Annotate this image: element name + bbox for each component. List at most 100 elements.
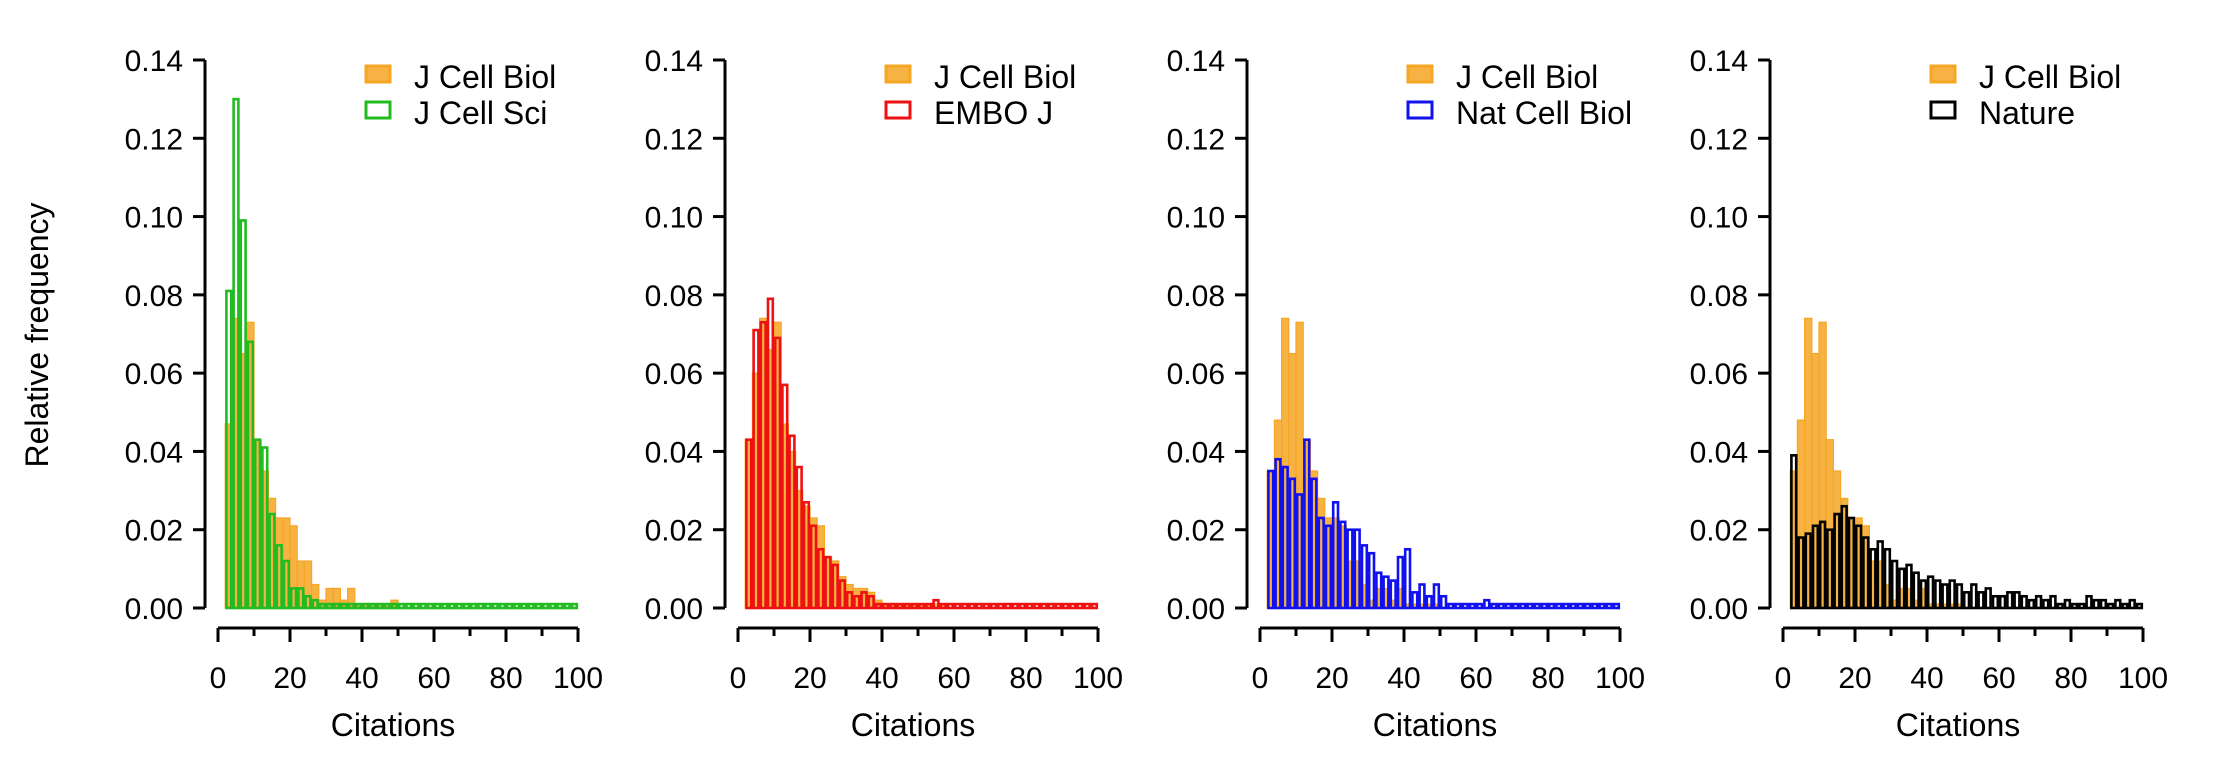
histogram-bar [1890,559,1899,610]
histogram-bar [361,602,370,610]
histogram-bar [1984,587,1992,610]
y-tick-label: 0.10 [1690,202,1748,235]
histogram-bar [1295,493,1304,610]
histogram-bar [225,289,233,610]
series-2-group [1790,454,2144,610]
legend-swatch [364,64,392,84]
histogram-bar [462,602,471,610]
y-tick-label: 0.12 [1167,123,1225,156]
histogram-bar [1847,516,1856,610]
y-tick-label: 0.06 [125,358,183,391]
histogram-bar [1840,504,1848,610]
histogram-bar [1447,602,1455,610]
histogram-bar [441,602,449,610]
histogram-bar [2070,602,2079,610]
histogram-bar [1569,602,1577,610]
y-tick-label: 0.04 [1690,436,1748,469]
x-axis-label: Citations [1896,707,2021,743]
histogram-bar [1382,575,1390,610]
histogram-bar [867,594,875,610]
histogram-bar [1367,551,1376,610]
histogram-bar [1612,602,1621,610]
y-tick-label: 0.04 [1167,436,1225,469]
y-tick-label: 0.00 [1690,593,1748,626]
histogram-bar [1862,536,1870,610]
legend-label: Nat Cell Biol [1456,95,1632,131]
histogram-bar [455,602,463,610]
histogram-bar [390,602,399,610]
histogram-bar [1826,528,1834,610]
histogram-bar [520,602,528,610]
x-tick-label: 40 [345,662,378,695]
histogram-bar [1869,547,1877,610]
histogram-bar [2027,598,2036,610]
y-tick-label: 0.14 [645,45,703,78]
series-2-group [1267,438,1621,610]
histogram-bar [853,594,861,610]
histogram-bar [469,602,478,610]
legend-label: J Cell Biol [934,59,1076,95]
histogram-bar [354,602,363,610]
legend-swatch [364,100,392,120]
histogram-bar [1310,477,1318,610]
histogram-bar [1511,602,1520,610]
histogram-bar [1389,579,1397,610]
histogram-bar [1941,583,1949,610]
histogram-bar [347,602,355,610]
histogram-bar [2020,594,2028,610]
histogram-bar [1998,594,2007,610]
histogram-bar [275,544,283,610]
x-tick-label: 80 [2054,662,2087,695]
histogram-bar [773,336,782,610]
histogram-bar [917,602,926,610]
histogram-bar [1970,583,1978,610]
histogram-bar [1818,520,1827,610]
histogram-bar [1439,594,1448,610]
histogram-bar [1497,602,1505,610]
histogram-bar [1418,583,1426,610]
histogram-bar [325,602,334,610]
histogram-bar [484,602,492,610]
histogram-bar [505,602,514,610]
histogram-bar [831,563,839,610]
histogram-bar [2099,598,2108,610]
histogram-bar [1331,501,1340,610]
histogram-bar [896,602,904,610]
histogram-bar [1804,532,1812,610]
y-tick-label: 0.12 [645,123,703,156]
y-tick-label: 0.10 [645,202,703,235]
histogram-bar [1054,602,1063,610]
histogram-bar [1912,571,1920,610]
y-tick-label: 0.02 [1167,515,1225,548]
histogram-bar [1047,602,1055,610]
histogram-bar [1396,555,1405,610]
histogram-bar [860,591,868,610]
histogram-bar [1011,602,1019,610]
x-tick-label: 80 [489,662,522,695]
x-tick-label: 40 [1387,662,1420,695]
histogram-bar [282,559,291,610]
series-2-group [745,297,1099,610]
histogram-bar [932,598,940,610]
x-tick-label: 20 [273,662,306,695]
histogram-bar [556,602,564,610]
histogram-bar [570,602,579,610]
histogram-bar [953,602,962,610]
histogram-bar [1403,547,1412,610]
histogram-bar [759,320,767,610]
legend-label: J Cell Biol [414,59,556,95]
histogram-bar [961,602,969,610]
histogram-bar [1090,602,1099,610]
histogram-bar [1461,602,1469,610]
histogram-bar [781,383,789,610]
histogram-bar [541,602,550,610]
legend-label: J Cell Biol [1456,59,1598,95]
histogram-bar [239,219,247,610]
y-tick-label: 0.08 [125,280,183,313]
histogram-bar [2106,602,2115,610]
histogram-bar [397,602,406,610]
histogram-bar [838,579,847,610]
histogram-bar [809,524,818,610]
y-tick-label: 0.06 [1690,358,1748,391]
histogram-bar [1898,567,1906,610]
